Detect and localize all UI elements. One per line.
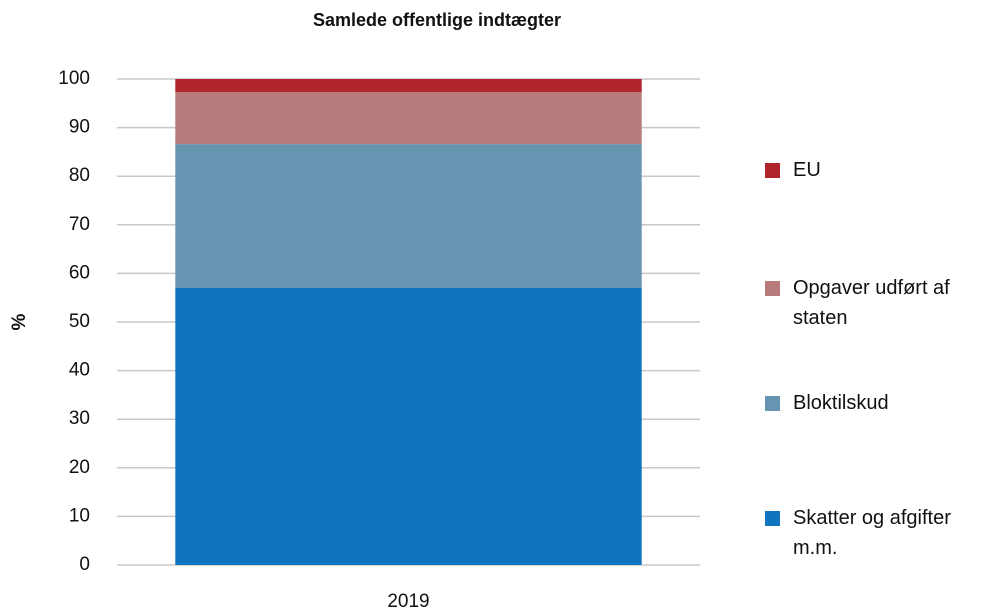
y-axis-label: % (9, 313, 30, 330)
legend-item: Skatter og afgifter m.m. (765, 503, 985, 563)
bar-segment (175, 144, 642, 288)
legend-swatch (765, 163, 780, 178)
legend-item: Bloktilskud (765, 388, 985, 418)
legend-item: EU (765, 155, 985, 185)
x-tick-label: 2019 (387, 591, 429, 612)
y-tick-label: 60 (69, 262, 90, 283)
legend-item: Opgaver udført af staten (765, 273, 985, 333)
y-tick-label: 20 (69, 457, 90, 478)
legend-label: EU (793, 159, 821, 181)
legend-label: Opgaver udført af staten (793, 277, 950, 329)
y-tick-label: 40 (69, 360, 90, 381)
y-tick-label: 30 (69, 408, 90, 429)
legend-swatch (765, 281, 780, 296)
y-tick-label: 10 (69, 505, 90, 526)
chart-title: Samlede offentlige indtægter (313, 10, 561, 30)
y-tick-label: 70 (69, 214, 90, 235)
legend-label: Skatter og afgifter m.m. (793, 507, 951, 559)
bar-segment (175, 92, 642, 145)
y-tick-label: 90 (69, 117, 90, 138)
y-tick-label: 80 (69, 165, 90, 186)
legend-swatch (765, 511, 780, 526)
y-tick-label: 0 (79, 554, 90, 575)
bar-segment (175, 79, 642, 93)
y-tick-label: 100 (58, 68, 90, 89)
legend-label: Bloktilskud (793, 392, 889, 414)
y-tick-label: 50 (69, 311, 90, 332)
bar-segment (175, 287, 642, 565)
legend-swatch (765, 396, 780, 411)
